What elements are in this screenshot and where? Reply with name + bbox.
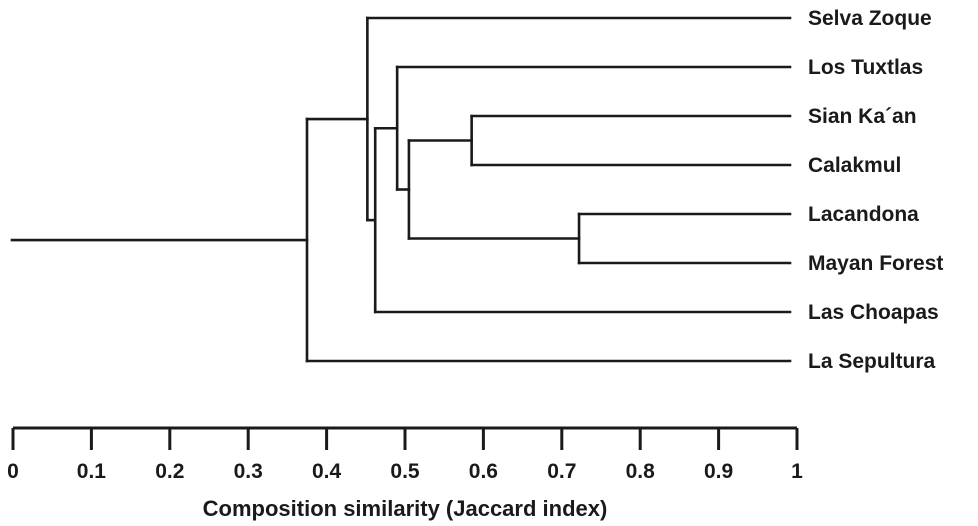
leaf-label-tuxtlas: Los Tuxtlas xyxy=(808,56,923,79)
dendrogram-branches xyxy=(10,16,792,363)
axis-tick-label: 0.3 xyxy=(234,460,263,483)
leaf-labels: Selva Zoque Los Tuxtlas Sian Ka´an Calakmul… xyxy=(808,7,943,373)
axis-tick-label: 0.2 xyxy=(155,460,184,483)
axis-tick-labels: 0 0.1 0.2 0.3 0.4 0.5 0.6 0.7 0.8 0.9 1 xyxy=(7,460,803,483)
leaf-label-calakmul: Calakmul xyxy=(808,154,901,177)
axis-title: Composition similarity (Jaccard index) xyxy=(203,496,608,521)
axis-tick-label: 0.5 xyxy=(390,460,420,483)
axis-tick-label: 0.1 xyxy=(77,460,107,483)
leaf-label-lacandona: Lacandona xyxy=(808,203,919,226)
leaf-label-selva: Selva Zoque xyxy=(808,7,932,30)
axis-tick-label: 0 xyxy=(7,460,19,483)
axis-tick-label: 1 xyxy=(791,460,803,483)
leaf-label-sian: Sian Ka´an xyxy=(808,105,917,128)
leaf-label-sepultura: La Sepultura xyxy=(808,350,936,373)
similarity-axis: 0 0.1 0.2 0.3 0.4 0.5 0.6 0.7 0.8 0.9 1 Compositio… xyxy=(7,426,803,521)
axis-tick-label: 0.4 xyxy=(312,460,342,483)
axis-tick-label: 0.6 xyxy=(469,460,498,483)
axis-ticks xyxy=(11,428,799,450)
axis-tick-label: 0.8 xyxy=(626,460,656,483)
axis-tick-label: 0.9 xyxy=(704,460,733,483)
leaf-label-mayan: Mayan Forest xyxy=(808,252,943,275)
leaf-label-choapas: Las Choapas xyxy=(808,301,939,324)
axis-tick-label: 0.7 xyxy=(547,460,576,483)
